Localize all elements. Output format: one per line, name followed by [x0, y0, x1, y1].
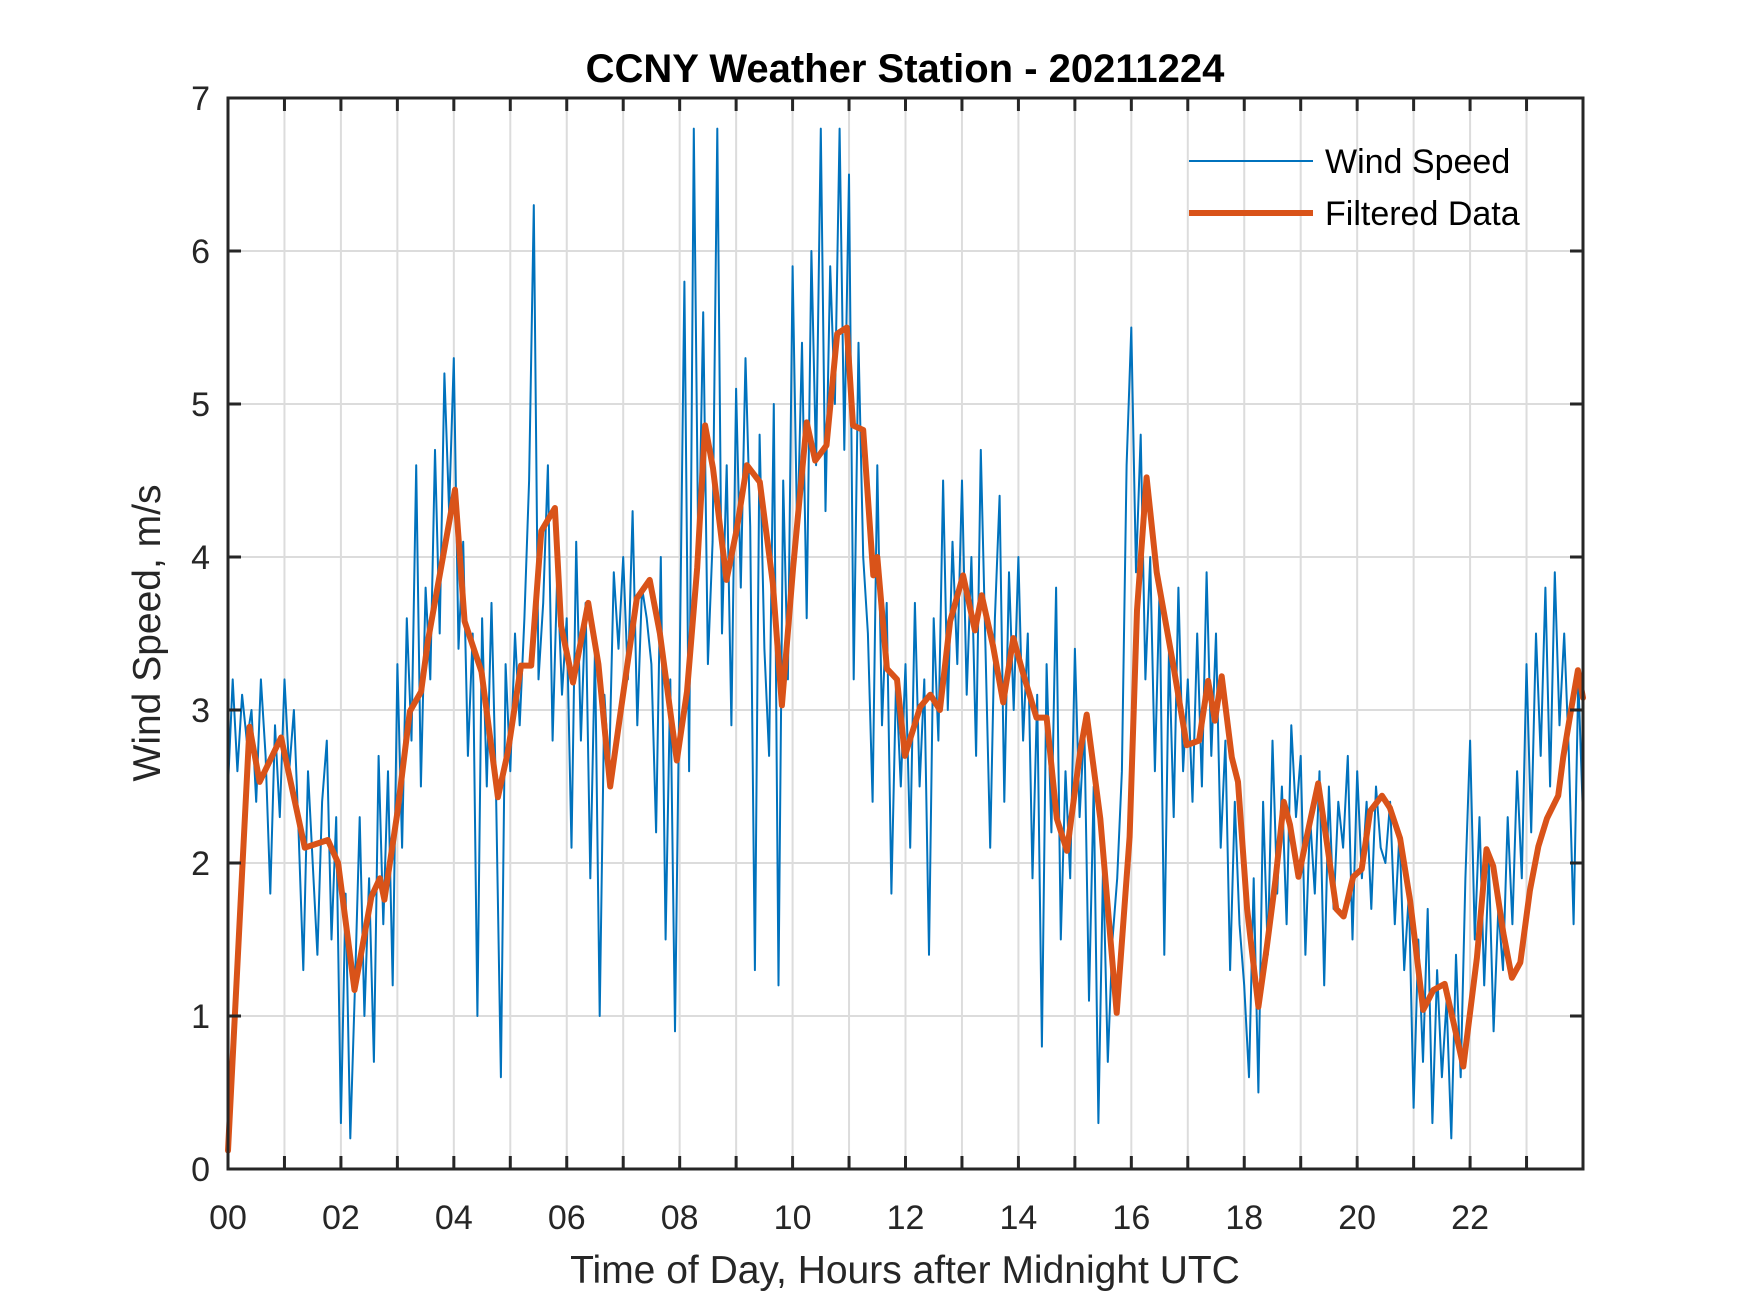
- y-tick-labels: 0 1 2 3 4 5 6 7: [191, 80, 210, 1189]
- x-tick-label: 18: [1225, 1199, 1263, 1237]
- x-tick-label: 08: [661, 1199, 699, 1237]
- x-tick-label: 14: [1000, 1199, 1038, 1237]
- series-line-wind-speed: [227, 127, 1584, 1140]
- y-tick-label: 4: [191, 539, 210, 577]
- x-tick-label: 16: [1112, 1199, 1150, 1237]
- axis-ticks: [228, 98, 1583, 1169]
- series-layer: [225, 127, 1586, 1154]
- legend: Wind Speed Filtered Data: [1189, 143, 1520, 233]
- chart-title: CCNY Weather Station - 20211224: [586, 47, 1226, 91]
- legend-label-wind-speed: Wind Speed: [1325, 143, 1510, 181]
- y-tick-label: 5: [191, 386, 210, 424]
- y-tick-label: 6: [191, 233, 210, 271]
- y-axis-label: Wind Speed, m/s: [126, 485, 169, 782]
- series-line-filtered-data: [225, 324, 1586, 1154]
- x-tick-label: 20: [1338, 1199, 1376, 1237]
- y-tick-label: 2: [191, 845, 210, 883]
- y-tick-label: 0: [191, 1151, 210, 1189]
- legend-label-filtered-data: Filtered Data: [1325, 195, 1520, 233]
- x-axis-label: Time of Day, Hours after Midnight UTC: [570, 1249, 1240, 1292]
- x-tick-label: 10: [774, 1199, 812, 1237]
- y-tick-label: 1: [191, 998, 210, 1036]
- x-tick-label: 00: [209, 1199, 247, 1237]
- y-tick-label: 3: [191, 692, 210, 730]
- x-tick-label: 02: [322, 1199, 360, 1237]
- x-tick-label: 06: [548, 1199, 586, 1237]
- x-tick-label: 22: [1451, 1199, 1489, 1237]
- x-tick-label: 12: [887, 1199, 925, 1237]
- y-tick-label: 7: [191, 80, 210, 118]
- x-tick-label: 04: [435, 1199, 473, 1237]
- x-tick-labels: 00 02 04 06 08 10 12 14 16 18 20 22: [209, 1199, 1489, 1237]
